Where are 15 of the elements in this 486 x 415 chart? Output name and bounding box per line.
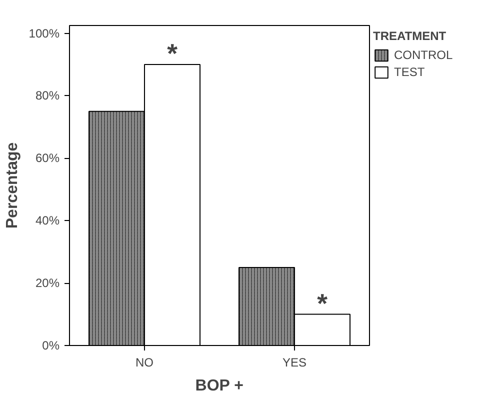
y-tick-label: 100% — [28, 26, 60, 40]
y-tick-label: 20% — [35, 276, 60, 290]
y-tick-label: 60% — [35, 151, 60, 166]
x-tick-label: NO — [136, 356, 154, 370]
y-tick-label: 80% — [35, 88, 60, 103]
legend-label: TEST — [394, 65, 425, 79]
legend-label: CONTROL — [394, 48, 453, 62]
y-axis-title: Percentage — [4, 142, 21, 229]
legend-title: TREATMENT — [373, 29, 448, 43]
x-axis-title: BOP + — [195, 378, 244, 394]
annotation: * — [317, 288, 328, 318]
y-tick-label: 40% — [35, 214, 60, 228]
annotation: * — [167, 38, 178, 69]
y-tick-label: 0% — [42, 338, 60, 352]
x-tick-label: YES — [282, 356, 307, 370]
